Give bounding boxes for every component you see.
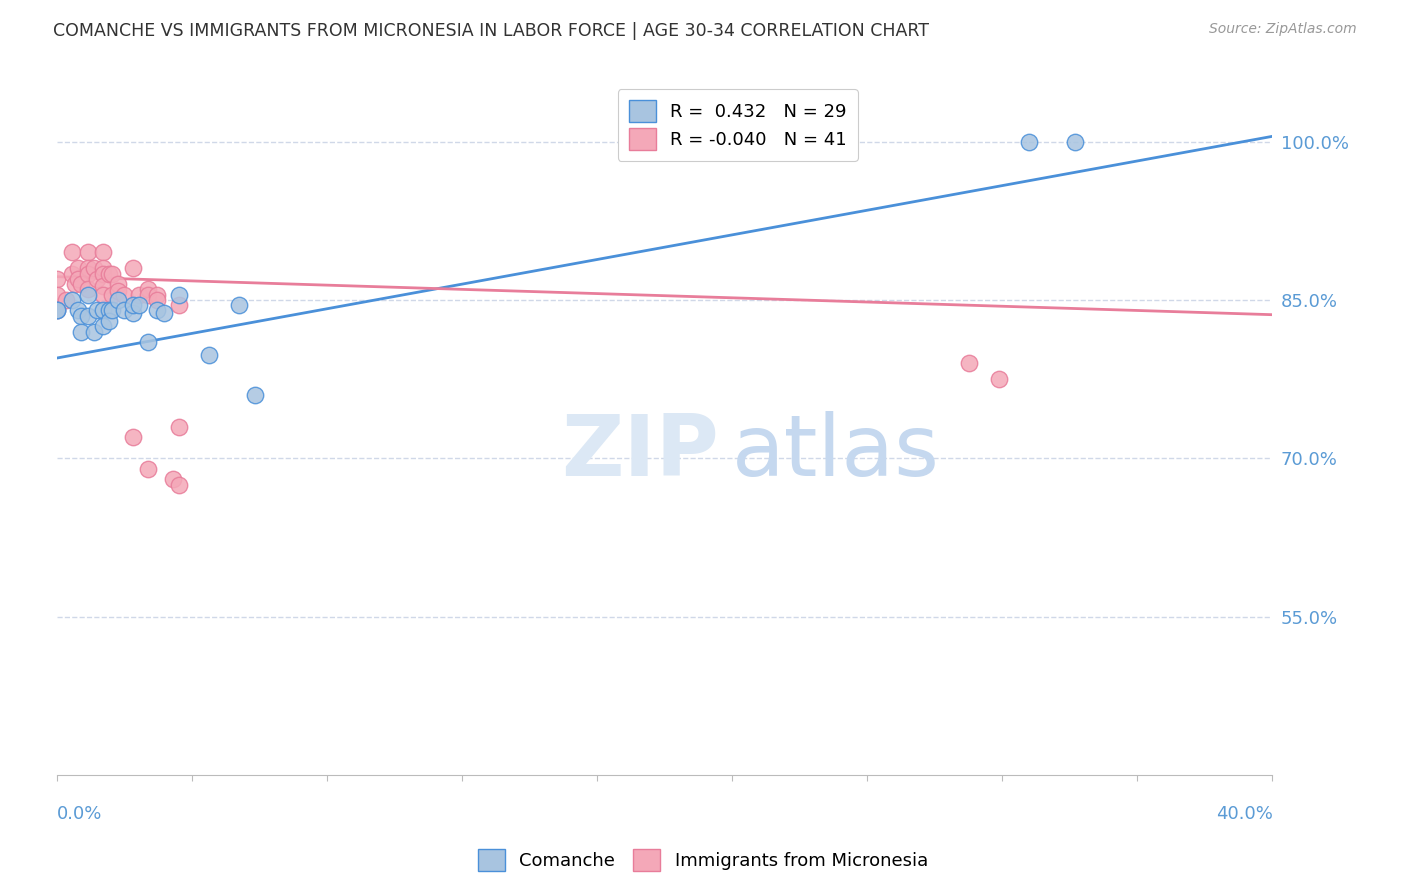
- Point: [122, 261, 145, 276]
- Point: [91, 279, 114, 293]
- Point: [152, 305, 174, 319]
- Point: [86, 303, 108, 318]
- Point: [91, 303, 114, 318]
- Point: [76, 287, 98, 301]
- Point: [70, 277, 93, 291]
- Point: [136, 282, 159, 296]
- Point: [122, 430, 145, 444]
- Point: [112, 303, 135, 318]
- Point: [60, 293, 83, 307]
- Point: [91, 261, 114, 276]
- Point: [107, 285, 129, 299]
- Point: [46, 303, 69, 318]
- Point: [97, 314, 120, 328]
- Point: [167, 287, 190, 301]
- Point: [70, 325, 93, 339]
- Point: [957, 356, 980, 370]
- Point: [76, 245, 98, 260]
- Point: [146, 303, 169, 318]
- Point: [76, 309, 98, 323]
- Point: [167, 419, 190, 434]
- Text: atlas: atlas: [731, 410, 939, 493]
- Point: [101, 287, 124, 301]
- Point: [122, 298, 145, 312]
- Point: [70, 309, 93, 323]
- Point: [46, 303, 69, 318]
- Point: [198, 348, 221, 362]
- Point: [67, 303, 90, 318]
- Legend: R =  0.432   N = 29, R = -0.040   N = 41: R = 0.432 N = 29, R = -0.040 N = 41: [617, 89, 858, 161]
- Point: [128, 298, 150, 312]
- Point: [128, 287, 150, 301]
- Point: [101, 267, 124, 281]
- Point: [67, 272, 90, 286]
- Point: [55, 293, 77, 307]
- Point: [101, 303, 124, 318]
- Point: [988, 372, 1011, 386]
- Point: [67, 261, 90, 276]
- Point: [243, 388, 266, 402]
- Point: [97, 267, 120, 281]
- Point: [86, 272, 108, 286]
- Point: [1018, 135, 1040, 149]
- Point: [167, 477, 190, 491]
- Point: [1064, 135, 1087, 149]
- Point: [91, 267, 114, 281]
- Point: [146, 287, 169, 301]
- Text: 40.0%: 40.0%: [1216, 805, 1272, 823]
- Point: [136, 462, 159, 476]
- Point: [146, 293, 169, 307]
- Text: ZIP: ZIP: [561, 410, 720, 493]
- Point: [76, 261, 98, 276]
- Point: [60, 267, 83, 281]
- Point: [91, 245, 114, 260]
- Text: Source: ZipAtlas.com: Source: ZipAtlas.com: [1209, 22, 1357, 37]
- Point: [112, 287, 135, 301]
- Point: [167, 298, 190, 312]
- Text: COMANCHE VS IMMIGRANTS FROM MICRONESIA IN LABOR FORCE | AGE 30-34 CORRELATION CH: COMANCHE VS IMMIGRANTS FROM MICRONESIA I…: [53, 22, 929, 40]
- Point: [83, 261, 105, 276]
- Point: [97, 303, 120, 318]
- Point: [107, 277, 129, 291]
- Point: [91, 319, 114, 334]
- Point: [107, 293, 129, 307]
- Point: [136, 287, 159, 301]
- Point: [136, 335, 159, 350]
- Point: [46, 287, 69, 301]
- Point: [83, 325, 105, 339]
- Point: [162, 472, 184, 486]
- Point: [60, 245, 83, 260]
- Point: [65, 277, 87, 291]
- Point: [76, 282, 98, 296]
- Point: [91, 287, 114, 301]
- Point: [76, 267, 98, 281]
- Legend: Comanche, Immigrants from Micronesia: Comanche, Immigrants from Micronesia: [471, 842, 935, 879]
- Text: 0.0%: 0.0%: [58, 805, 103, 823]
- Point: [122, 305, 145, 319]
- Point: [228, 298, 250, 312]
- Point: [46, 272, 69, 286]
- Point: [46, 303, 69, 318]
